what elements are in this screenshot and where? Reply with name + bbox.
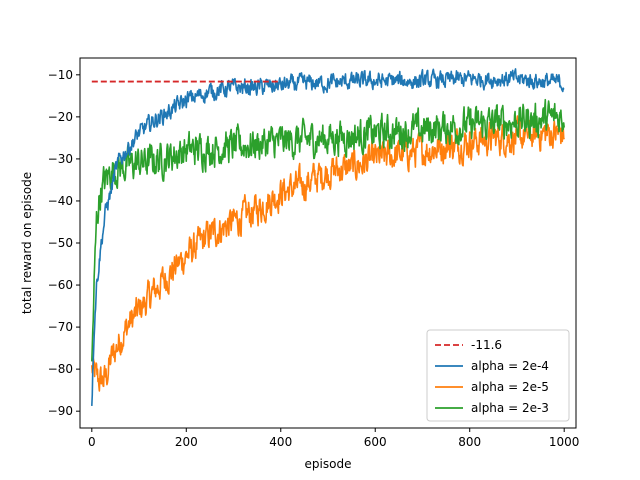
y-tick-label: −50 (48, 236, 73, 250)
series-line-2 (91, 98, 565, 362)
y-axis-label: total reward on episode (20, 172, 34, 314)
y-tick-label: −90 (48, 404, 73, 418)
legend: -11.6 alpha = 2e-4 alpha = 2e-5 alpha = … (426, 329, 570, 422)
x-tick-label: 0 (88, 435, 96, 449)
x-axis-label: episode (305, 457, 352, 471)
axis-ticks: 0 200 400 600 800 1000 −90 −80 −70 −60 −50 −40 −30 −2… (48, 68, 580, 449)
legend-label-series-2: alpha = 2e-3 (471, 401, 549, 415)
y-tick-label: −40 (48, 194, 73, 208)
x-tick-label: 800 (458, 435, 481, 449)
y-tick-label: −80 (48, 362, 73, 376)
x-tick-label: 600 (364, 435, 387, 449)
y-tick-label: −20 (48, 110, 73, 124)
x-tick-label: 1000 (549, 435, 580, 449)
series-line-0 (91, 68, 565, 406)
legend-box (426, 329, 570, 422)
legend-label-series-1: alpha = 2e-5 (471, 380, 549, 394)
y-tick-label: −30 (48, 152, 73, 166)
x-tick-label: 400 (269, 435, 292, 449)
legend-label-series-0: alpha = 2e-4 (471, 359, 549, 373)
plot-lines (91, 68, 565, 406)
y-tick-label: −10 (48, 68, 73, 82)
plot-area (91, 68, 565, 406)
x-tick-label: 200 (175, 435, 198, 449)
y-tick-label: −70 (48, 320, 73, 334)
y-tick-label: −60 (48, 278, 73, 292)
legend-label-reference: -11.6 (471, 338, 502, 352)
